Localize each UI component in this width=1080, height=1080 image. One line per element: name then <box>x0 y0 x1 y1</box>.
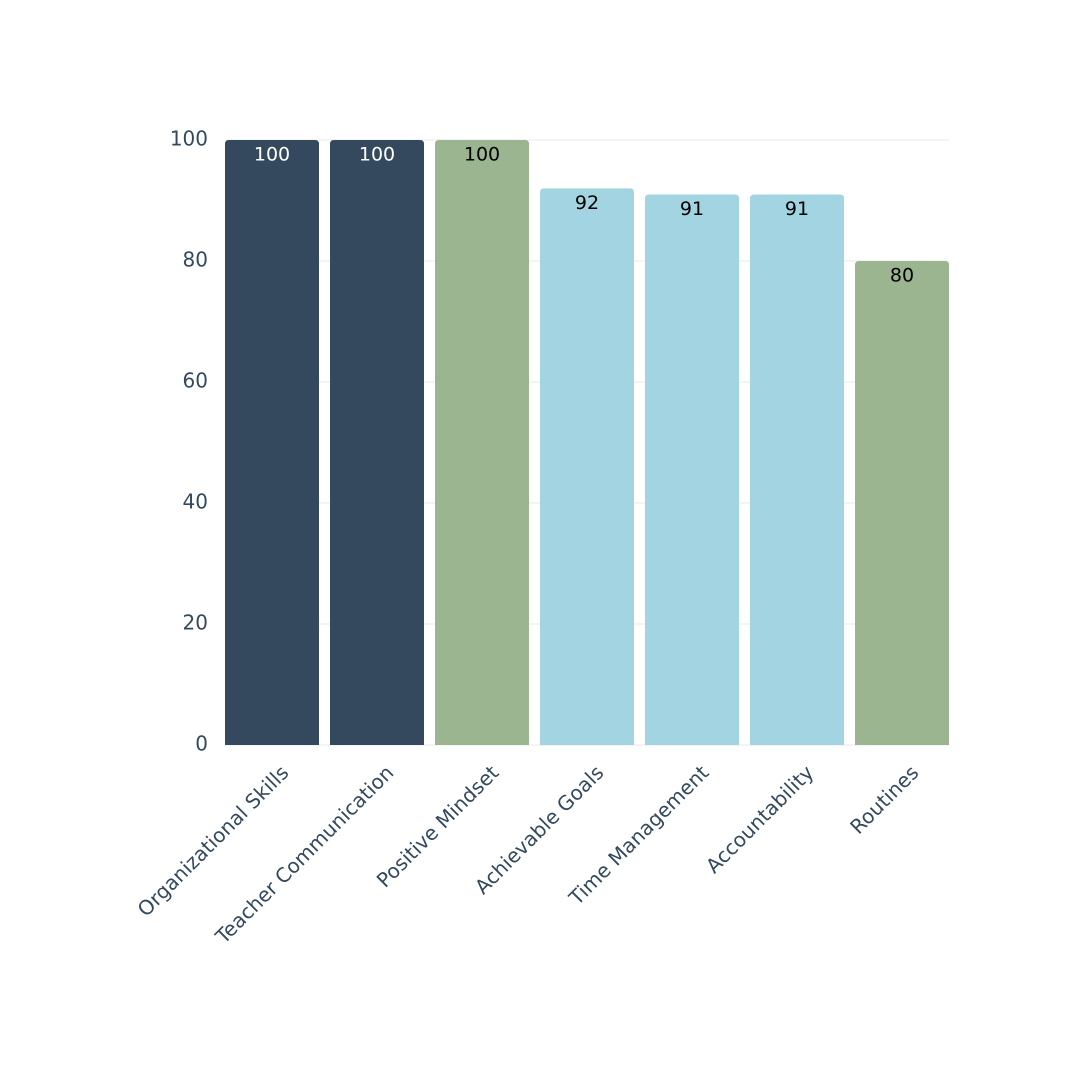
y-tick-label: 0 <box>195 732 208 756</box>
y-tick-label: 60 <box>183 369 208 393</box>
bar <box>225 140 319 745</box>
bar <box>540 188 634 745</box>
x-tick-label: Routines <box>845 760 923 838</box>
value-label: 100 <box>359 144 395 166</box>
value-label: 91 <box>785 198 809 220</box>
value-label: 100 <box>464 144 500 166</box>
value-label: 91 <box>680 198 704 220</box>
x-tick-label: Teacher Communication <box>210 760 398 948</box>
y-tick-label: 40 <box>183 490 208 514</box>
bar <box>330 140 424 745</box>
x-tick-label: Accountability <box>701 760 819 878</box>
bar <box>750 194 844 745</box>
value-label: 80 <box>890 265 914 287</box>
bar <box>855 261 949 745</box>
bar <box>645 194 739 745</box>
value-label: 100 <box>254 144 290 166</box>
value-label: 92 <box>575 192 599 214</box>
y-tick-label: 100 <box>170 127 208 151</box>
y-tick-label: 80 <box>183 248 208 272</box>
bar <box>435 140 529 745</box>
y-tick-label: 20 <box>183 611 208 635</box>
